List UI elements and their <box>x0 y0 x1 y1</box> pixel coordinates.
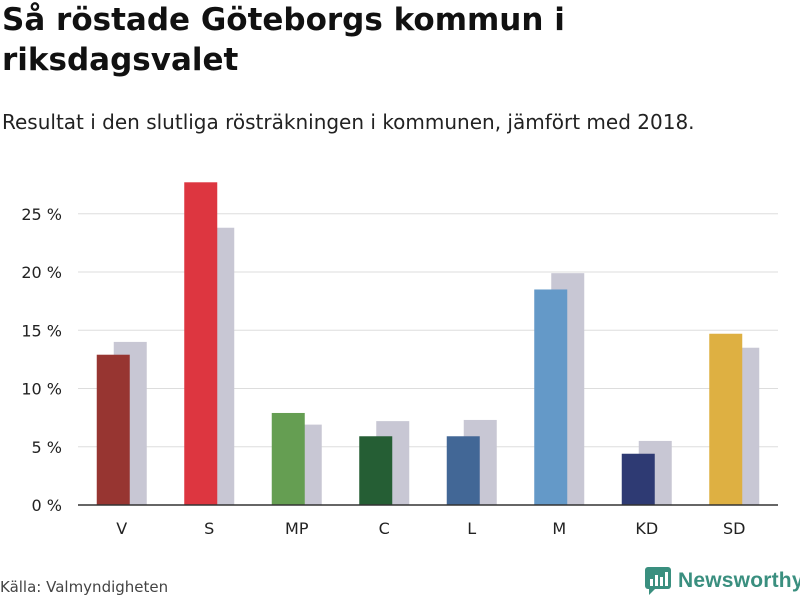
newsworthy-logo-icon <box>645 567 671 595</box>
x-tick-label: C <box>379 519 390 538</box>
newsworthy-logo: Newsworthy <box>645 567 800 595</box>
bar-current <box>621 453 655 505</box>
x-tick-label: KD <box>635 519 658 538</box>
chart-title: Så röstade Göteborgs kommun i riksdagsva… <box>2 2 565 78</box>
y-tick-label: 20 % <box>21 263 62 282</box>
y-tick-label: 0 % <box>32 496 62 515</box>
bar-current <box>184 182 218 506</box>
bar-current <box>534 289 568 505</box>
x-tick-label: SD <box>723 519 745 538</box>
bar-current <box>359 436 393 505</box>
y-tick-label: 5 % <box>32 438 62 457</box>
source-note: Källa: Valmyndigheten <box>0 578 169 596</box>
bar-current <box>709 333 743 505</box>
y-tick-label: 15 % <box>21 321 62 340</box>
chart-subtitle: Resultat i den slutliga rösträkningen i … <box>2 110 695 134</box>
x-tick-label: M <box>552 519 566 538</box>
y-tick-label: 25 % <box>21 205 62 224</box>
bar-current <box>446 436 480 505</box>
bar-current <box>271 412 305 505</box>
brand-name: Newsworthy <box>678 569 800 592</box>
x-tick-label: L <box>467 519 476 538</box>
x-tick-label: S <box>204 519 214 538</box>
x-tick-label: V <box>116 519 127 538</box>
y-tick-label: 10 % <box>21 380 62 399</box>
bar-current <box>96 354 130 505</box>
x-tick-label: MP <box>285 519 309 538</box>
